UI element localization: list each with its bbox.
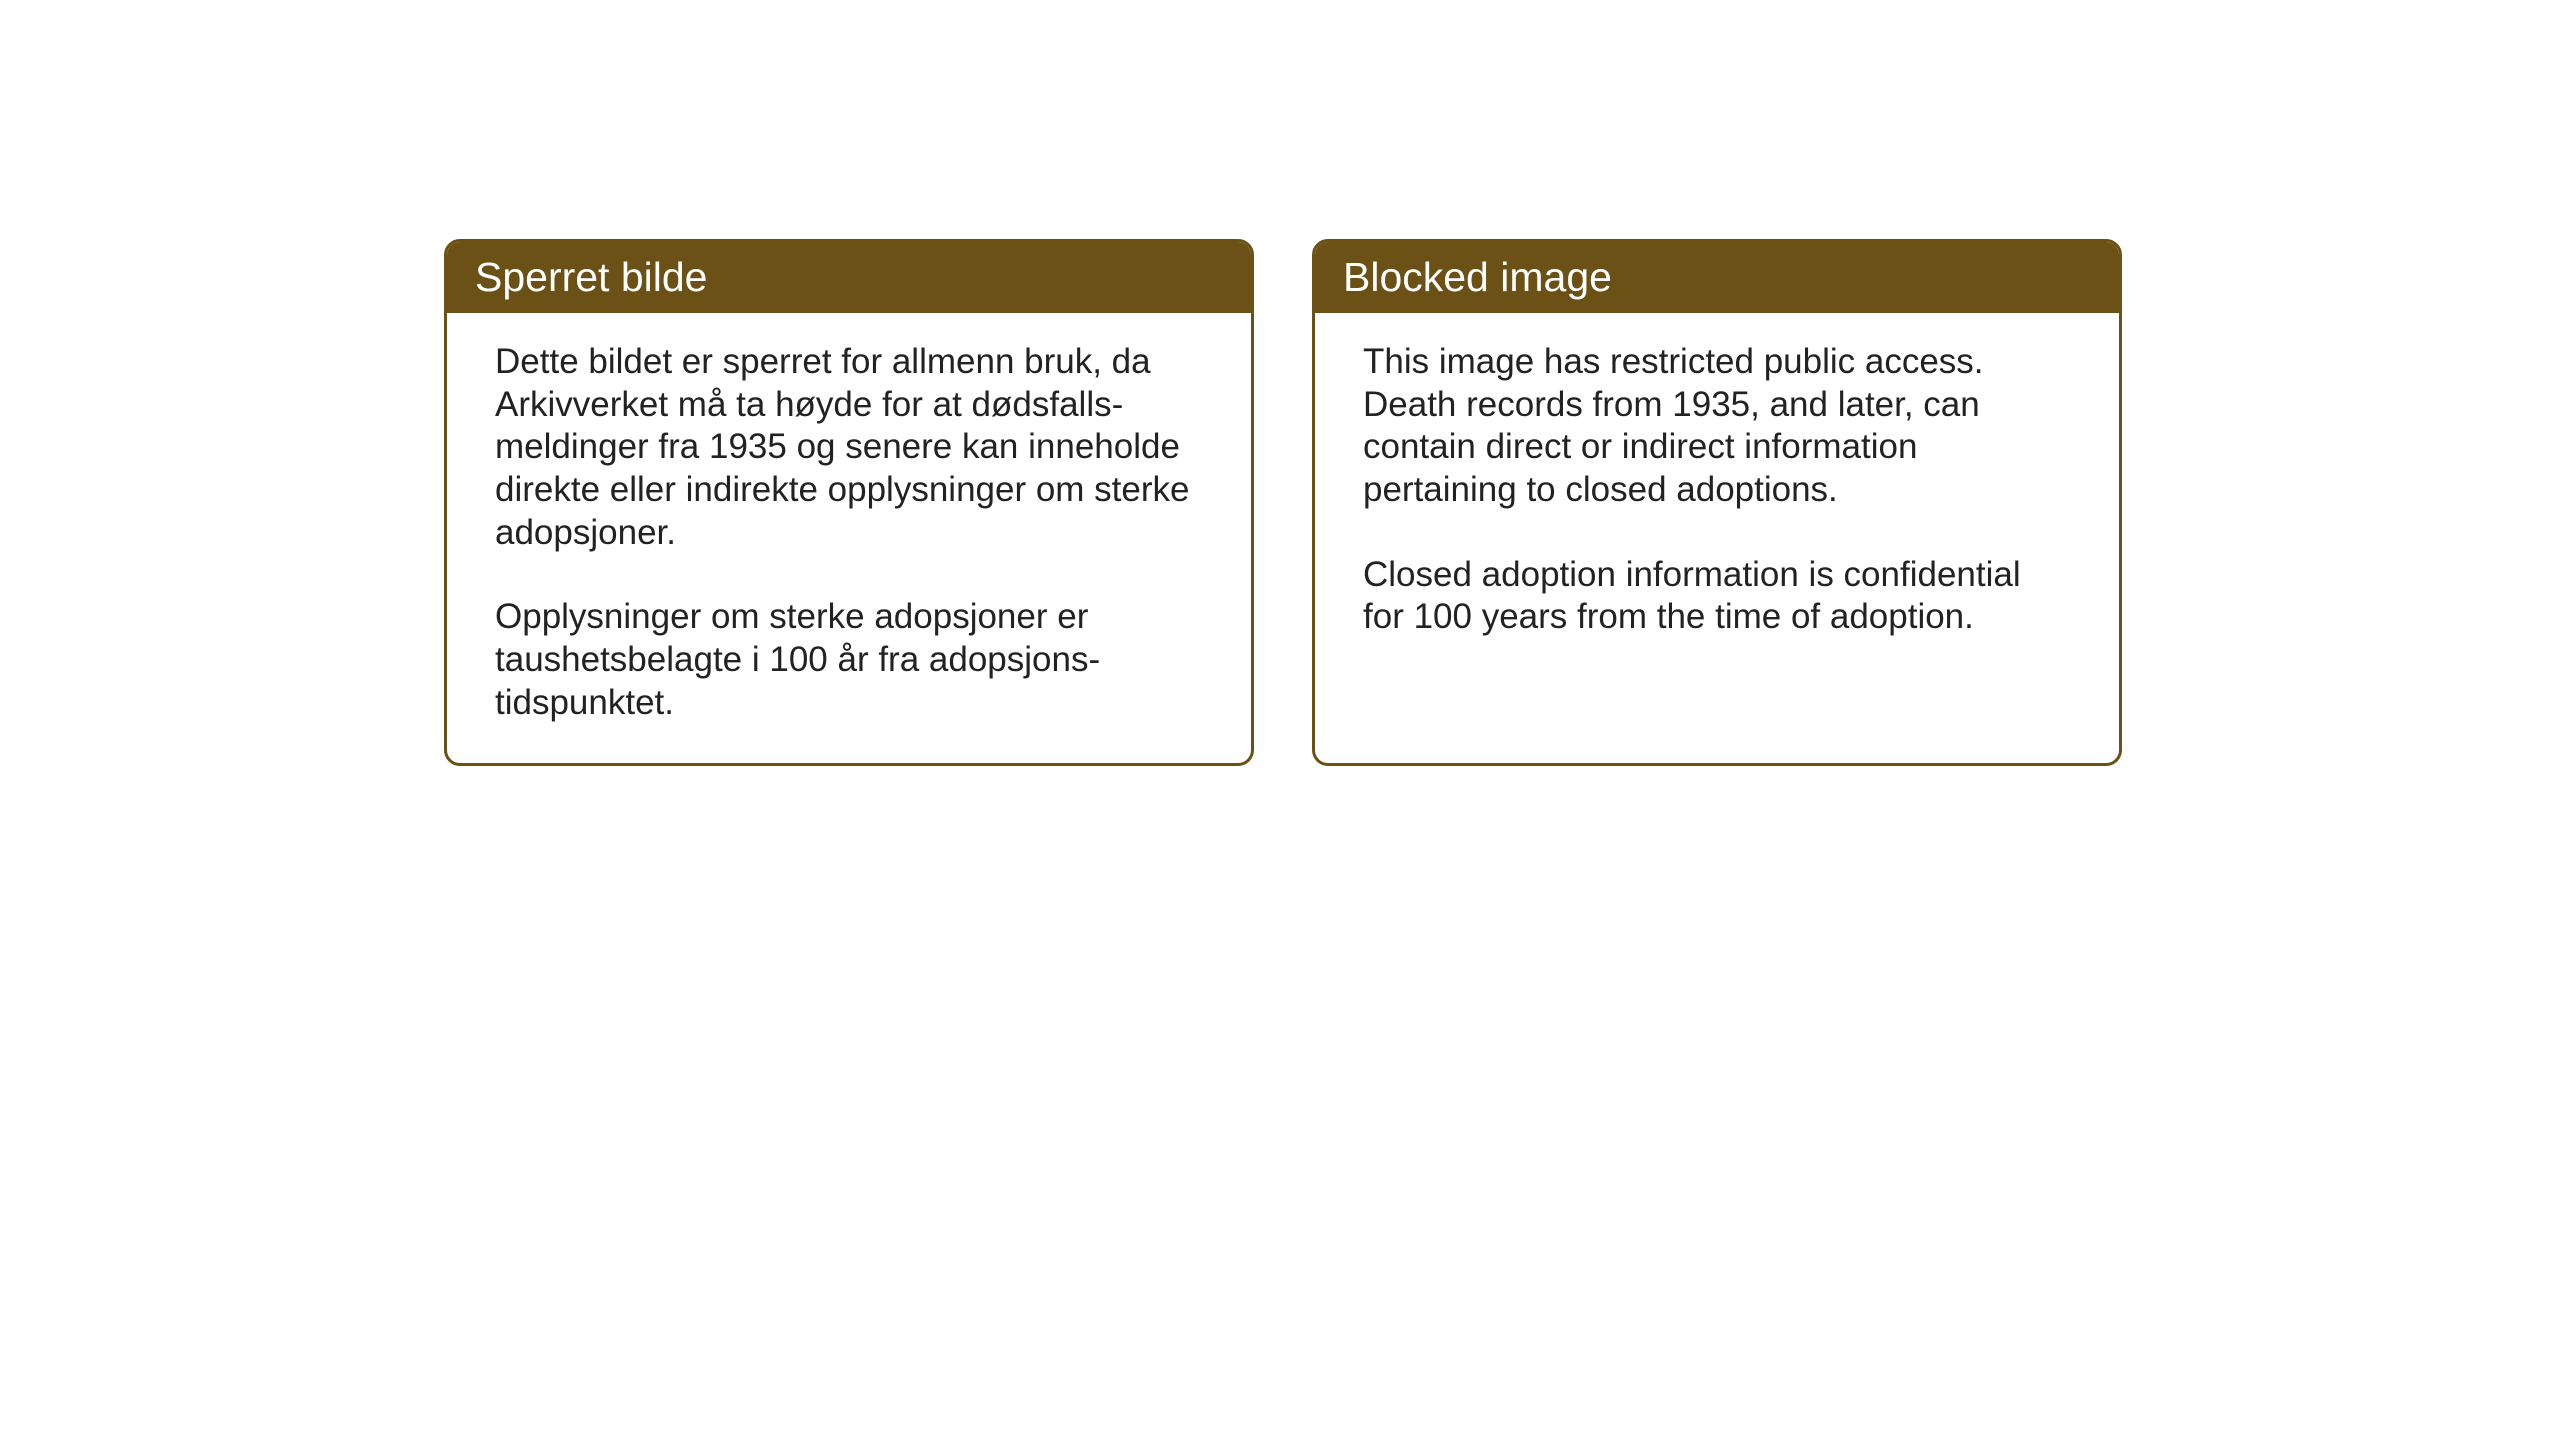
notice-card-norwegian: Sperret bilde Dette bildet er sperret fo…: [444, 239, 1254, 766]
card-paragraph-2-english: Closed adoption information is confident…: [1363, 554, 2071, 639]
card-paragraph-1-norwegian: Dette bildet er sperret for allmenn bruk…: [495, 341, 1203, 554]
card-title-english: Blocked image: [1343, 254, 1612, 300]
notice-card-english: Blocked image This image has restricted …: [1312, 239, 2122, 766]
card-paragraph-2-norwegian: Opplysninger om sterke adopsjoner er tau…: [495, 596, 1203, 724]
notice-cards-container: Sperret bilde Dette bildet er sperret fo…: [444, 239, 2122, 766]
card-body-norwegian: Dette bildet er sperret for allmenn bruk…: [447, 313, 1251, 763]
card-title-norwegian: Sperret bilde: [475, 254, 707, 300]
card-header-norwegian: Sperret bilde: [447, 242, 1251, 313]
card-header-english: Blocked image: [1315, 242, 2119, 313]
card-body-english: This image has restricted public access.…: [1315, 313, 2119, 677]
card-paragraph-1-english: This image has restricted public access.…: [1363, 341, 2071, 512]
